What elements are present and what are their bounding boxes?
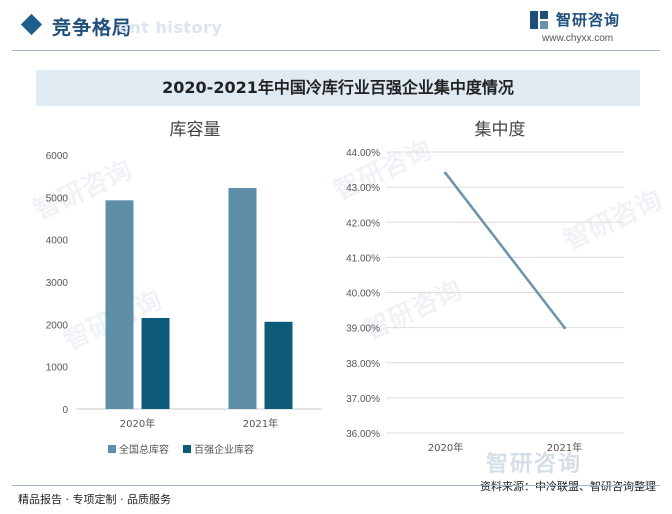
y-tick-label: 0 bbox=[62, 405, 68, 416]
y-tick-label: 41.00% bbox=[346, 253, 380, 264]
bar bbox=[228, 188, 257, 409]
bar-chart-legend: 全国总库容 百强企业库容 bbox=[108, 443, 254, 456]
y-tick-label: 1000 bbox=[46, 363, 69, 374]
header: 竞争格局 ent history 智研咨询 www.chyxx.com bbox=[0, 0, 672, 52]
chart-banner-title: 2020-2021年中国冷库行业百强企业集中度情况 bbox=[36, 70, 640, 106]
line-chart-series bbox=[444, 171, 566, 330]
y-tick-label: 2000 bbox=[46, 320, 69, 331]
header-watermark: ent history bbox=[118, 18, 223, 37]
logo-name: 智研咨询 bbox=[556, 11, 621, 29]
y-tick-label: 40.00% bbox=[346, 289, 380, 300]
y-tick-label: 36.00% bbox=[346, 429, 380, 440]
x-tick-label: 2021年 bbox=[243, 417, 278, 430]
y-tick-label: 42.00% bbox=[346, 218, 380, 229]
y-tick-label: 4000 bbox=[46, 236, 69, 247]
logo-url: www.chyxx.com bbox=[542, 33, 614, 44]
y-tick-label: 3000 bbox=[46, 278, 69, 289]
y-tick-label: 6000 bbox=[46, 151, 69, 162]
logo-icon bbox=[530, 11, 548, 29]
x-tick-label: 2020年 bbox=[120, 417, 155, 430]
bar bbox=[264, 321, 293, 409]
y-tick-label: 5000 bbox=[46, 193, 69, 204]
y-tick-label: 39.00% bbox=[346, 324, 380, 335]
line-chart-title: 集中度 bbox=[475, 120, 526, 140]
line-chart-x-axis: 2020年 2021年 bbox=[428, 441, 582, 454]
y-tick-label: 44.00% bbox=[346, 148, 380, 159]
legend-label: 全国总库容 bbox=[119, 443, 169, 456]
bar bbox=[141, 317, 170, 409]
footer-slogan: 精品报告 · 专项定制 · 品质服务 bbox=[18, 493, 171, 506]
x-tick-label: 2020年 bbox=[428, 441, 463, 454]
brand-logo: 智研咨询 www.chyxx.com bbox=[528, 9, 648, 49]
y-tick-label: 38.00% bbox=[346, 359, 380, 370]
legend-swatch bbox=[108, 445, 116, 453]
series-line bbox=[444, 172, 566, 329]
line-chart-grid bbox=[386, 151, 624, 434]
data-point bbox=[563, 326, 566, 330]
y-tick-label: 37.00% bbox=[346, 394, 380, 405]
bar-chart-bars bbox=[105, 188, 293, 409]
bar bbox=[105, 200, 134, 409]
header-divider bbox=[12, 50, 660, 51]
source-note: 资料来源：中冷联盟、智研咨询整理 bbox=[480, 480, 656, 493]
bar-chart-x-axis: 2020年 2021年 bbox=[120, 417, 278, 430]
footer-divider bbox=[12, 485, 660, 486]
data-point bbox=[444, 171, 447, 175]
line-chart-y-axis: 36.00% 37.00% 38.00% 39.00% 40.00% 41.00% 42.0… bbox=[346, 148, 380, 440]
legend-label: 百强企业库容 bbox=[194, 443, 254, 456]
legend-swatch bbox=[183, 445, 191, 453]
y-tick-label: 43.00% bbox=[346, 183, 380, 194]
section-title: 竞争格局 bbox=[52, 17, 133, 39]
bar-chart-title: 库容量 bbox=[170, 120, 221, 140]
x-tick-label: 2021年 bbox=[547, 441, 582, 454]
footer-watermark: 智研咨询 bbox=[486, 452, 583, 477]
